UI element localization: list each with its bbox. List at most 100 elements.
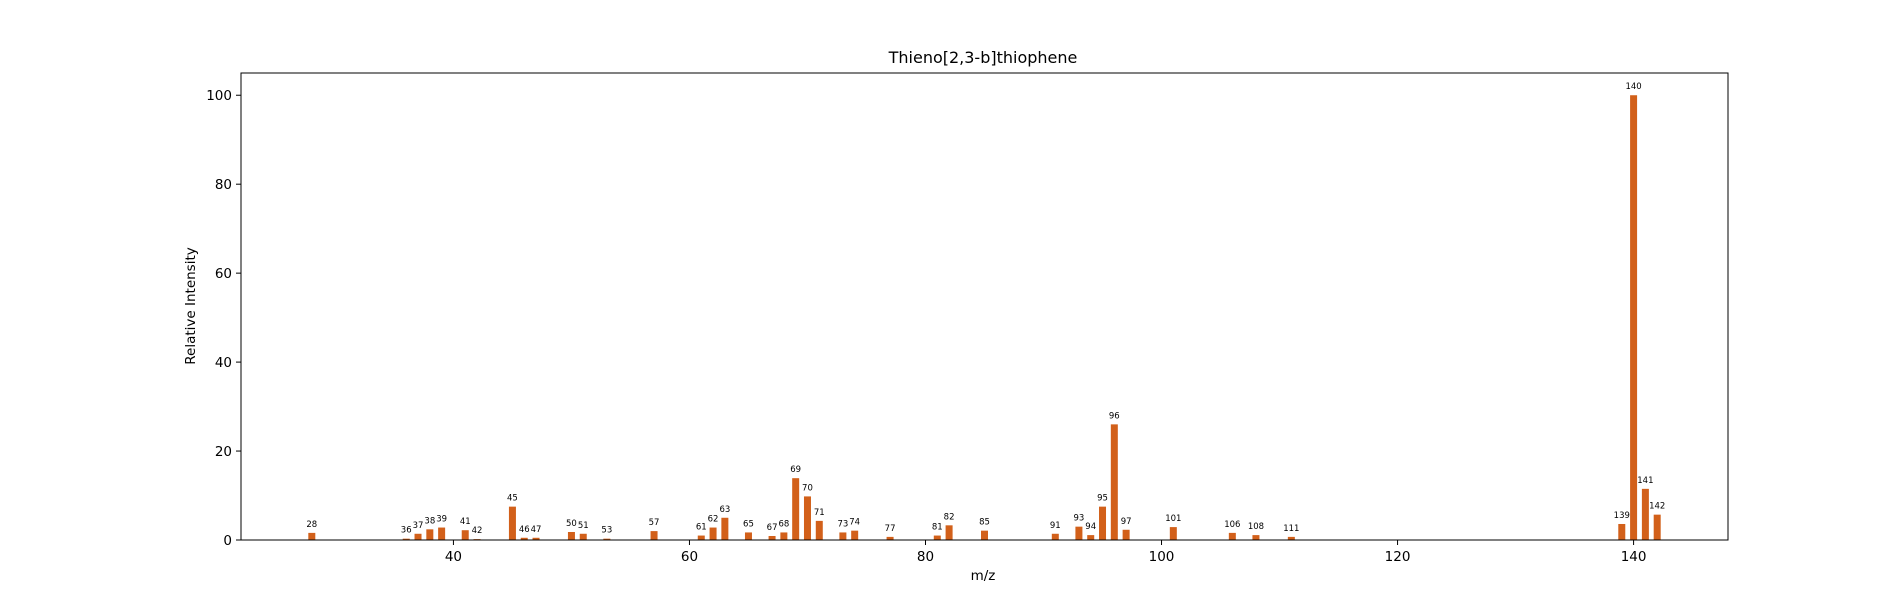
x-tick-label: 120: [1385, 549, 1411, 565]
peak-label-53: 53: [601, 526, 612, 536]
bar-mz-45: [508, 506, 516, 540]
peak-label-36: 36: [401, 526, 412, 536]
bar-mz-140: [1630, 95, 1638, 540]
y-tick-label: 0: [223, 533, 232, 549]
y-axis: 0 20 40 60 80 100: [206, 88, 241, 549]
peak-label-106: 106: [1224, 520, 1240, 530]
bar-mz-68: [780, 532, 788, 540]
peak-label-68: 68: [778, 519, 789, 529]
peak-label-42: 42: [472, 526, 483, 536]
bar-mz-53: [603, 538, 611, 540]
bar-mz-61: [697, 535, 705, 540]
bar-mz-50: [567, 531, 575, 540]
peak-label-111: 111: [1283, 524, 1299, 534]
bar-mz-51: [579, 533, 587, 540]
peak-label-74: 74: [849, 518, 860, 528]
y-axis-title: Relative Intensity: [183, 247, 199, 365]
x-tick-label: 60: [681, 549, 698, 565]
bar-mz-106: [1228, 532, 1236, 540]
bar-mz-142: [1653, 514, 1661, 540]
bar-mz-77: [886, 536, 894, 540]
bars-layer: [308, 95, 1661, 540]
peak-label-101: 101: [1165, 514, 1181, 524]
y-tick-label: 20: [215, 444, 232, 460]
bar-mz-38: [426, 529, 434, 540]
peak-label-95: 95: [1097, 494, 1108, 504]
bar-mz-70: [803, 496, 811, 540]
peak-label-97: 97: [1121, 517, 1132, 527]
bar-mz-65: [744, 532, 752, 540]
peak-label-96: 96: [1109, 411, 1120, 421]
y-tick-label: 80: [215, 177, 232, 193]
peak-label-140: 140: [1625, 82, 1641, 92]
bar-mz-97: [1122, 529, 1130, 540]
peak-label-63: 63: [719, 505, 730, 515]
peak-label-139: 139: [1614, 511, 1630, 521]
bar-mz-71: [815, 520, 823, 540]
bar-mz-96: [1110, 424, 1118, 540]
peak-label-65: 65: [743, 519, 754, 529]
bar-mz-62: [709, 527, 717, 540]
bar-mz-74: [851, 530, 859, 540]
peak-label-70: 70: [802, 483, 813, 493]
bar-mz-108: [1252, 535, 1260, 540]
bar-mz-91: [1051, 533, 1059, 540]
bar-mz-101: [1169, 527, 1177, 540]
bar-mz-69: [792, 478, 800, 540]
peak-label-50: 50: [566, 519, 577, 529]
bar-mz-67: [768, 535, 776, 540]
peak-label-77: 77: [885, 524, 896, 534]
bar-mz-28: [308, 532, 316, 540]
peak-label-71: 71: [814, 508, 825, 518]
bar-mz-39: [438, 527, 446, 540]
peak-label-91: 91: [1050, 521, 1061, 531]
y-tick-label: 100: [206, 88, 232, 104]
bar-mz-95: [1099, 506, 1107, 540]
peak-label-82: 82: [944, 512, 955, 522]
bar-mz-57: [650, 531, 658, 540]
peak-label-51: 51: [578, 521, 589, 531]
bar-mz-73: [839, 532, 847, 540]
peak-label-57: 57: [649, 518, 660, 528]
peak-label-37: 37: [413, 521, 424, 531]
peak-label-141: 141: [1637, 476, 1653, 486]
peak-label-69: 69: [790, 465, 801, 475]
x-tick-label: 140: [1621, 549, 1647, 565]
peak-label-73: 73: [837, 519, 848, 529]
peak-label-41: 41: [460, 517, 471, 527]
peak-label-108: 108: [1248, 522, 1264, 532]
chart-title: Thieno[2,3-b]thiophene: [888, 48, 1078, 67]
bar-mz-94: [1087, 535, 1095, 540]
x-tick-label: 100: [1149, 549, 1175, 565]
peak-label-94: 94: [1085, 522, 1096, 532]
x-tick-label: 40: [445, 549, 462, 565]
peak-label-67: 67: [767, 523, 778, 533]
bar-mz-47: [532, 537, 540, 540]
peak-label-45: 45: [507, 494, 518, 504]
bar-mz-82: [945, 525, 953, 540]
peak-label-47: 47: [531, 525, 542, 535]
bar-mz-63: [721, 517, 729, 540]
bar-mz-93: [1075, 526, 1083, 540]
bar-mz-37: [414, 533, 422, 540]
bar-mz-41: [461, 530, 469, 540]
bar-mz-81: [933, 535, 941, 540]
peak-label-93: 93: [1073, 514, 1084, 524]
y-tick-label: 60: [215, 266, 232, 282]
x-axis-title: m/z: [971, 568, 996, 584]
bar-mz-141: [1641, 488, 1649, 540]
bar-mz-139: [1618, 523, 1626, 540]
peak-label-62: 62: [708, 515, 719, 525]
bar-mz-111: [1287, 536, 1295, 540]
bar-mz-46: [520, 537, 528, 540]
peak-label-85: 85: [979, 518, 990, 528]
bar-mz-36: [402, 538, 410, 540]
peak-label-61: 61: [696, 523, 707, 533]
peak-label-38: 38: [424, 516, 435, 526]
peak-label-28: 28: [306, 520, 317, 530]
peak-label-39: 39: [436, 515, 447, 525]
plot-frame: [240, 72, 1729, 541]
y-tick-label: 40: [215, 355, 232, 371]
